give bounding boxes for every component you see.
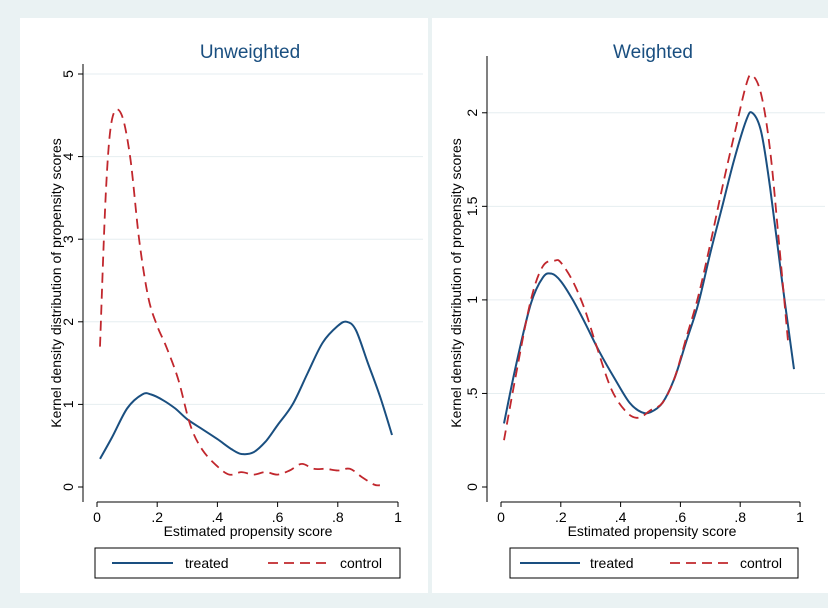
x-tick-labels: 0 .2 .4 .6 .8 1	[497, 509, 804, 525]
legend-label-control: control	[740, 555, 782, 571]
series-line-control	[99, 108, 380, 487]
y-tick-label: 1.5	[464, 196, 480, 216]
x-tick-label: .6	[272, 509, 284, 525]
legend-label-control: control	[340, 555, 382, 571]
x-tick-label: 1	[394, 509, 402, 525]
y-tick-label: 1	[464, 296, 480, 304]
y-tick-label: 3	[60, 235, 76, 243]
y-tick-label: 2	[464, 109, 480, 117]
y-tick-labels: 0 .5 1 1.5 2	[464, 109, 480, 491]
x-tick-label: .4	[212, 509, 224, 525]
x-axis-title: Estimated propensity score	[164, 523, 333, 539]
y-tick-label: .5	[464, 387, 480, 399]
legend-label-treated: treated	[590, 555, 634, 571]
y-tick-label: 4	[60, 152, 76, 160]
y-axis-title: Kernel density distribution of propensit…	[448, 138, 464, 427]
series-lines	[99, 108, 393, 487]
chart-title: Unweighted	[200, 42, 300, 63]
y-tick-label: 0	[464, 483, 480, 491]
x-tick-label: .2	[555, 509, 567, 525]
x-tick-label: 0	[93, 509, 101, 525]
x-tick-label: .2	[151, 509, 163, 525]
y-tick-label: 1	[60, 400, 76, 408]
y-tick-label: 0	[60, 483, 76, 491]
axes	[78, 64, 399, 507]
legend: treated control	[94, 547, 401, 579]
series-lines	[503, 73, 795, 441]
x-tick-label: .4	[615, 509, 627, 525]
x-axis-title: Estimated propensity score	[568, 523, 737, 539]
x-tick-label: 1	[796, 509, 804, 525]
y-axis-title: Kernel density distribution of propensit…	[48, 138, 64, 427]
series-line-control	[503, 73, 789, 441]
x-tick-label: .8	[734, 509, 746, 525]
legend-label-treated: treated	[185, 555, 229, 571]
panel-unweighted: Unweighted 0 .2 .4 .6 .8 1 0 1 2 3 4 5 Estimated p…	[20, 18, 428, 593]
y-tick-label: 2	[60, 318, 76, 326]
x-tick-label: .8	[332, 509, 344, 525]
axes	[482, 56, 801, 507]
chart-title: Weighted	[613, 42, 693, 63]
panel-weighted: Weighted 0 .2 .4 .6 .8 1 0 .5 1 1.5 2 Estimated p…	[432, 18, 828, 593]
x-tick-label: .6	[675, 509, 687, 525]
gridlines	[487, 112, 825, 394]
series-line-treated	[99, 320, 393, 460]
panel-background	[20, 18, 428, 593]
x-tick-labels: 0 .2 .4 .6 .8 1	[93, 509, 402, 525]
panel-background	[432, 18, 828, 593]
y-tick-labels: 0 1 2 3 4 5	[60, 70, 76, 491]
y-tick-label: 5	[60, 70, 76, 78]
x-tick-label: 0	[497, 509, 505, 525]
legend: treated control	[509, 547, 799, 579]
